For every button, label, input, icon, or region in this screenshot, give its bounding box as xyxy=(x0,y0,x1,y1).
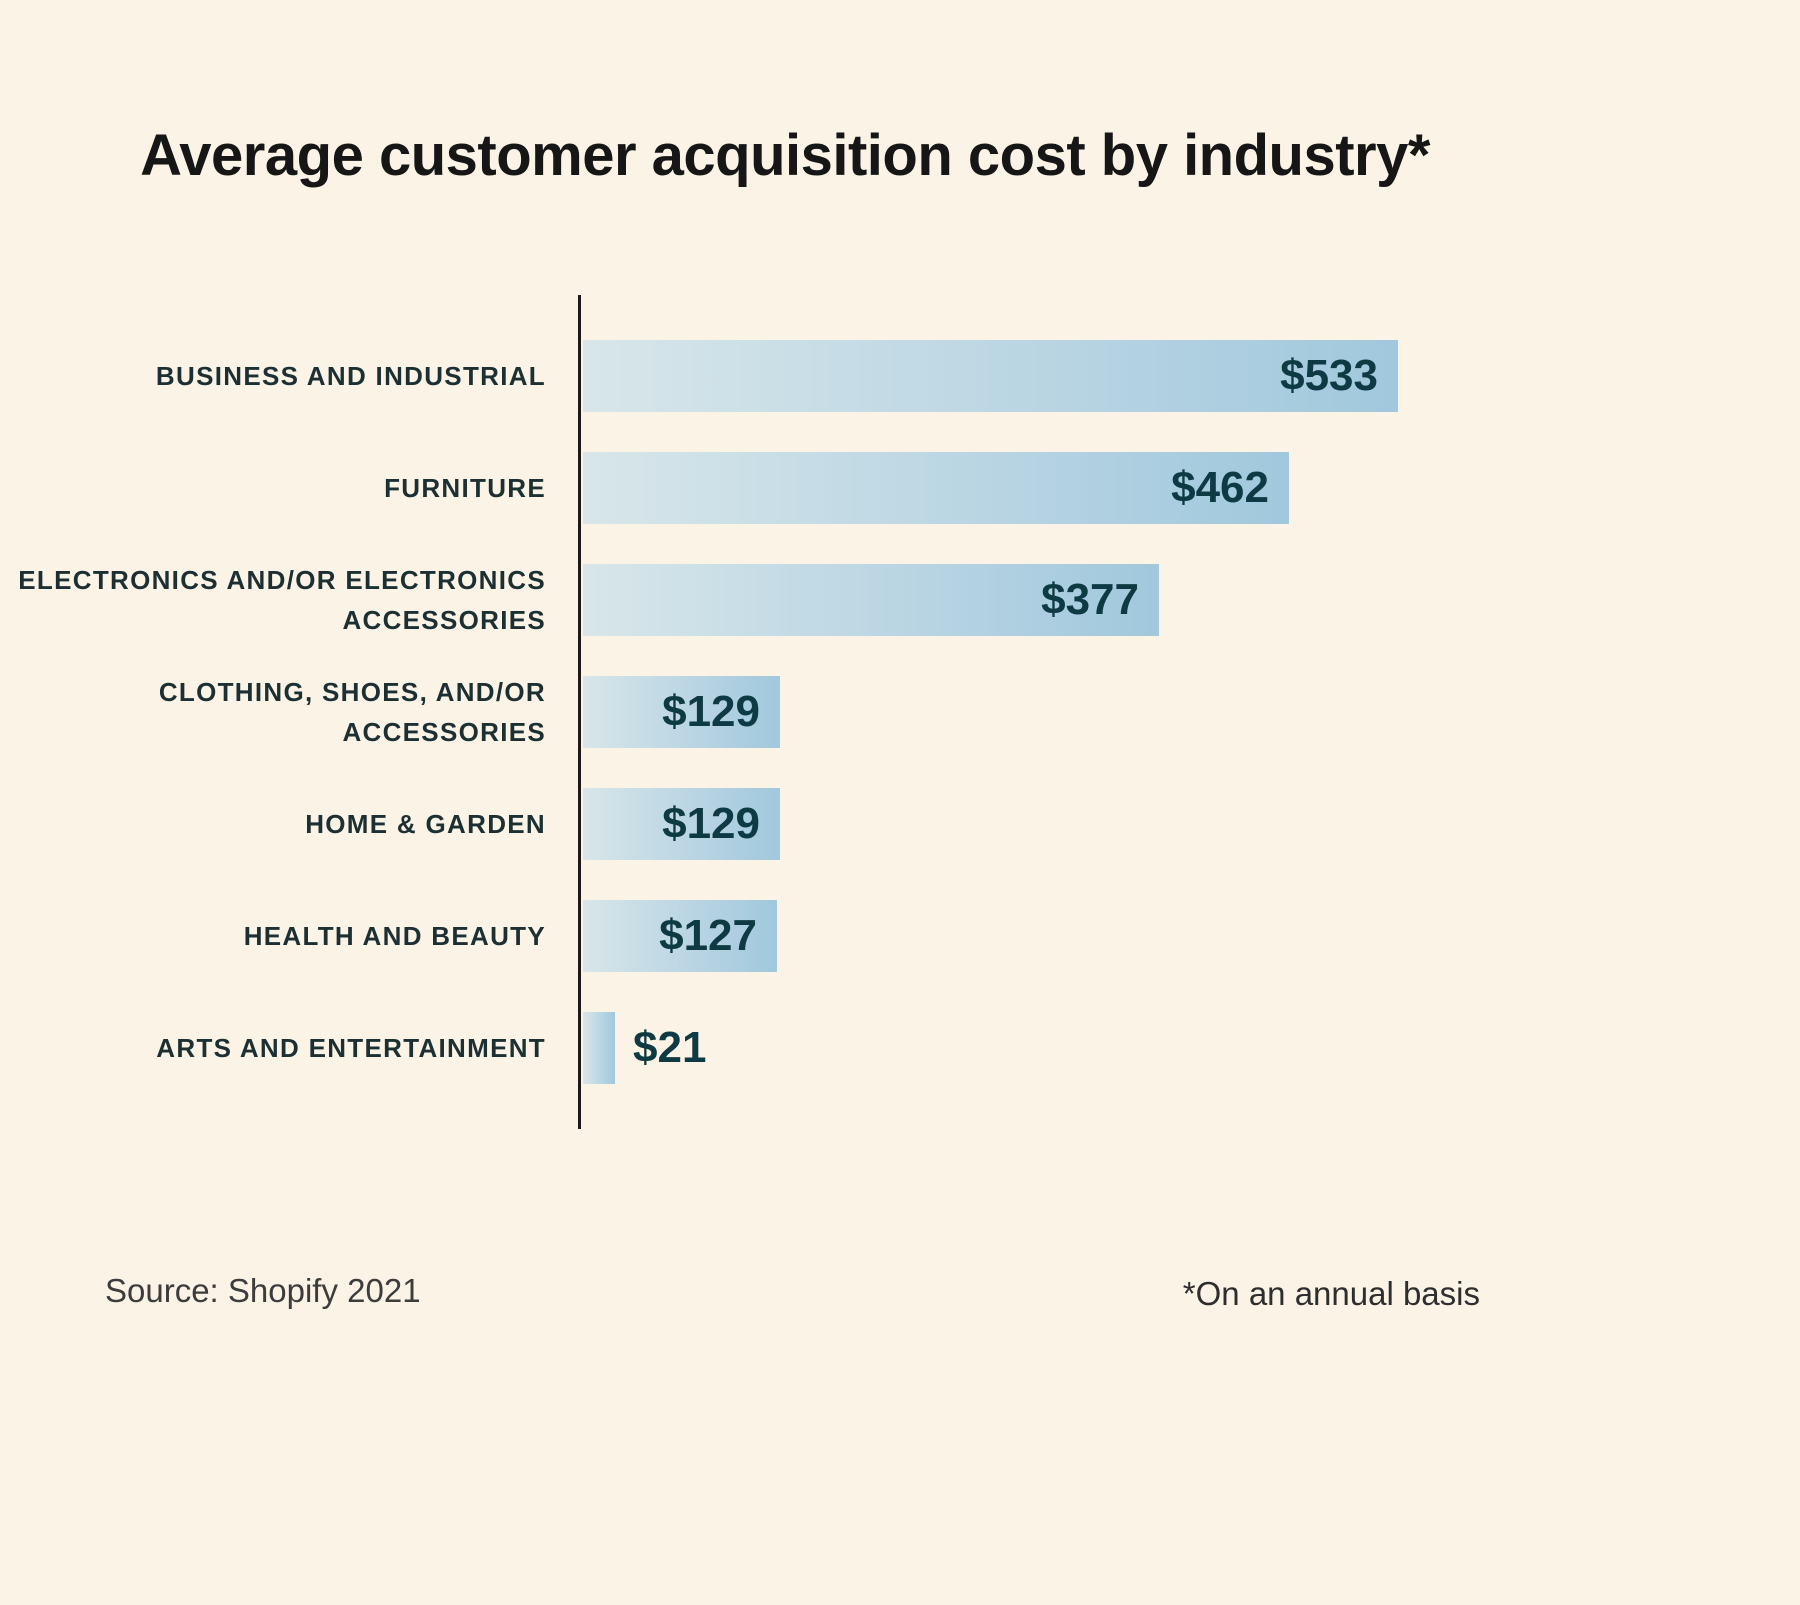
category-label: HEALTH AND BEAUTY xyxy=(243,921,546,951)
chart-row: ELECTRONICS AND/OR ELECTRONICS ACCESSORI… xyxy=(0,564,1800,636)
bar-area: $129 xyxy=(580,788,1800,860)
value-label: $21 xyxy=(633,1023,707,1072)
category-label: BUSINESS AND INDUSTRIAL xyxy=(155,361,546,391)
category-label: CLOTHING, SHOES, AND/OR ACCESSORIES xyxy=(158,677,546,747)
chart-row: BUSINESS AND INDUSTRIAL $533 xyxy=(0,340,1800,412)
category-label: ELECTRONICS AND/OR ELECTRONICS ACCESSORI… xyxy=(18,565,546,635)
bar xyxy=(583,676,780,748)
category-label: ARTS AND ENTERTAINMENT xyxy=(156,1033,546,1063)
bar-area: $462 xyxy=(580,452,1800,524)
bar-chart: BUSINESS AND INDUSTRIAL $533 FURNITURE $462… xyxy=(0,295,1800,1129)
chart-title: Average customer acquisition cost by ind… xyxy=(140,123,1430,188)
bar-area: $127 xyxy=(580,900,1800,972)
axis-line xyxy=(578,295,581,1129)
bar-area: $533 xyxy=(580,340,1800,412)
value-label: $127 xyxy=(659,911,757,960)
bar-area: $21 xyxy=(580,1012,1800,1084)
bar xyxy=(583,900,777,972)
chart-row: HEALTH AND BEAUTY $127 xyxy=(0,900,1800,972)
value-label: $129 xyxy=(662,687,760,736)
bar xyxy=(583,1012,615,1084)
value-label: $377 xyxy=(1041,575,1139,624)
bar-area: $377 xyxy=(580,564,1800,636)
category-label: FURNITURE xyxy=(384,473,546,503)
chart-row: ARTS AND ENTERTAINMENT $21 xyxy=(0,1012,1800,1084)
footnote: *On an annual basis xyxy=(1182,1275,1480,1312)
value-label: $129 xyxy=(662,799,760,848)
chart-row: HOME & GARDEN $129 xyxy=(0,788,1800,860)
bar-area: $129 xyxy=(580,676,1800,748)
value-label: $533 xyxy=(1280,351,1378,400)
source-credit: Source: Shopify 2021 xyxy=(105,1272,421,1309)
bar xyxy=(583,452,1289,524)
chart-row: CLOTHING, SHOES, AND/OR ACCESSORIES $129 xyxy=(0,676,1800,748)
bar xyxy=(583,340,1398,412)
value-label: $462 xyxy=(1171,463,1269,512)
category-label: HOME & GARDEN xyxy=(305,809,546,839)
bar xyxy=(583,788,780,860)
bar xyxy=(583,564,1159,636)
chart-row: FURNITURE $462 xyxy=(0,452,1800,524)
rows: BUSINESS AND INDUSTRIAL $533 FURNITURE $462… xyxy=(0,295,1800,1129)
